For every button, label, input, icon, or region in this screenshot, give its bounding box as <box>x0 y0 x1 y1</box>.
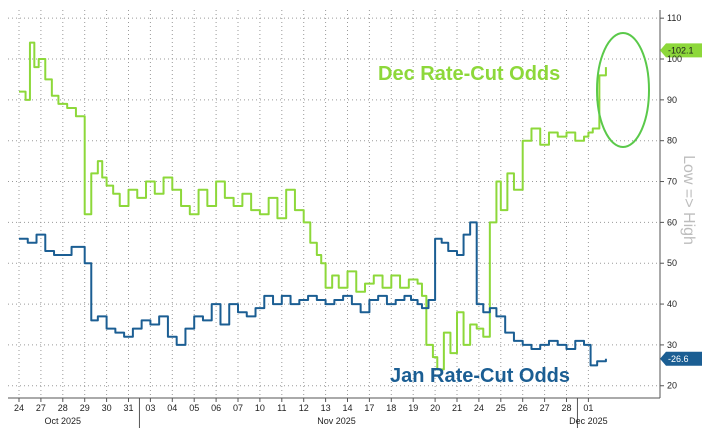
dec-highlight-circle <box>596 32 650 148</box>
y-tick-label: 80 <box>667 136 677 146</box>
y-axis-title: Low => High <box>680 155 697 245</box>
y-tick-label: 70 <box>667 177 677 187</box>
x-tick-label: 27 <box>540 403 550 413</box>
x-tick-label: 19 <box>408 403 418 413</box>
y-tick-label: 110 <box>667 13 681 23</box>
x-tick-label: 28 <box>58 403 68 413</box>
series-annotations: Dec Rate-Cut Odds Jan Rate-Cut Odds Low … <box>378 32 697 387</box>
x-tick-label: 12 <box>299 403 309 413</box>
x-tick-label: 24 <box>474 403 484 413</box>
dec-last-value-tag <box>660 43 702 58</box>
x-tick-label: 07 <box>233 403 243 413</box>
dec-last-value-label: -102.1 <box>668 45 694 55</box>
x-tick-label: 04 <box>167 403 177 413</box>
x-tick-label: 24 <box>14 403 24 413</box>
series-lines: -102.1 -26.6 <box>19 41 702 371</box>
jan-last-value-label: -26.6 <box>668 354 689 364</box>
x-tick-label: 05 <box>189 403 199 413</box>
y-tick-label: 100 <box>667 54 682 64</box>
x-tick-label: 30 <box>102 403 112 413</box>
x-tick-label: 11 <box>277 403 286 413</box>
y-tick-label: 90 <box>667 95 677 105</box>
dec-series-label: Dec Rate-Cut Odds <box>378 63 560 85</box>
y-tick-label: 30 <box>667 340 677 350</box>
x-tick-label: 31 <box>123 403 133 413</box>
x-tick-label: 21 <box>452 403 462 413</box>
x-tick-label: 06 <box>211 403 221 413</box>
y-tick-label: 20 <box>667 381 677 391</box>
y-axis-ticks: 20 30 40 50 60 70 80 90 100 110 <box>660 13 682 391</box>
month-label: Nov 2025 <box>317 416 356 426</box>
jan-odds-line <box>19 221 607 367</box>
x-tick-label: 01 <box>583 403 593 413</box>
jan-last-value-tag <box>660 351 702 366</box>
x-tick-label: 10 <box>255 403 265 413</box>
dec-odds-line <box>19 41 607 371</box>
x-tick-label: 17 <box>364 403 374 413</box>
x-tick-label: 18 <box>386 403 396 413</box>
x-tick-label: 03 <box>145 403 155 413</box>
x-axis-ticks: 24 27 28 29 30 31 03 04 05 06 07 10 11 12 13 14 17 18 19 20… <box>14 398 608 428</box>
grid-lines <box>8 10 660 398</box>
jan-series-label: Jan Rate-Cut Odds <box>390 365 570 387</box>
month-label: Oct 2025 <box>45 416 82 426</box>
y-tick-label: 50 <box>667 258 677 268</box>
x-tick-label: 27 <box>36 403 46 413</box>
x-tick-label: 13 <box>321 403 331 413</box>
x-tick-label: 14 <box>342 403 352 413</box>
x-tick-label: 28 <box>561 403 571 413</box>
y-tick-label: 40 <box>667 299 677 309</box>
x-tick-label: 29 <box>80 403 90 413</box>
x-tick-label: 25 <box>496 403 506 413</box>
month-label: Dec 2025 <box>569 416 608 426</box>
x-tick-label: 20 <box>430 403 440 413</box>
x-tick-label: 26 <box>518 403 528 413</box>
y-tick-label: 60 <box>667 217 677 227</box>
